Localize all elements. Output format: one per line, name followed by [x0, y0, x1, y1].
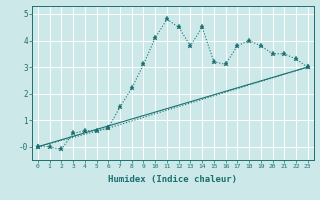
- X-axis label: Humidex (Indice chaleur): Humidex (Indice chaleur): [108, 175, 237, 184]
